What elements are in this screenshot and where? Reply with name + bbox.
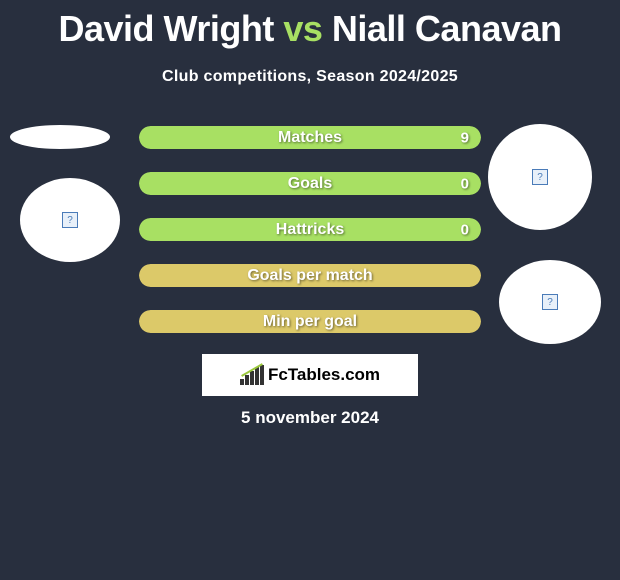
stat-label: Goals per match [247, 267, 372, 285]
player2-name: Niall Canavan [332, 8, 562, 49]
stat-label: Hattricks [276, 221, 344, 239]
player-circle-right-1: ? [488, 124, 592, 230]
stat-value: 0 [461, 221, 469, 238]
decoration-ellipse [10, 125, 110, 149]
logo-text: FcTables.com [268, 365, 380, 385]
logo-chart-icon [240, 365, 264, 385]
stats-container: Matches 9 Goals 0 Hattricks 0 Goals per … [139, 126, 481, 356]
image-placeholder-icon: ? [62, 212, 78, 228]
fctables-logo: FcTables.com [202, 354, 418, 396]
vs-text: vs [283, 8, 322, 49]
player1-name: David Wright [58, 8, 273, 49]
stat-label: Min per goal [263, 313, 357, 331]
stat-value: 0 [461, 175, 469, 192]
stat-label: Goals [288, 175, 332, 193]
comparison-title: David Wright vs Niall Canavan [0, 0, 620, 50]
date-text: 5 november 2024 [241, 408, 379, 428]
stat-row-hattricks: Hattricks 0 [139, 218, 481, 241]
player-circle-right-2: ? [499, 260, 601, 344]
stat-row-goals-per-match: Goals per match [139, 264, 481, 287]
player-circle-left: ? [20, 178, 120, 262]
image-placeholder-icon: ? [542, 294, 558, 310]
image-placeholder-icon: ? [532, 169, 548, 185]
subtitle-text: Club competitions, Season 2024/2025 [0, 68, 620, 86]
stat-label: Matches [278, 129, 342, 147]
stat-row-min-per-goal: Min per goal [139, 310, 481, 333]
stat-value: 9 [461, 129, 469, 146]
stat-row-matches: Matches 9 [139, 126, 481, 149]
stat-row-goals: Goals 0 [139, 172, 481, 195]
